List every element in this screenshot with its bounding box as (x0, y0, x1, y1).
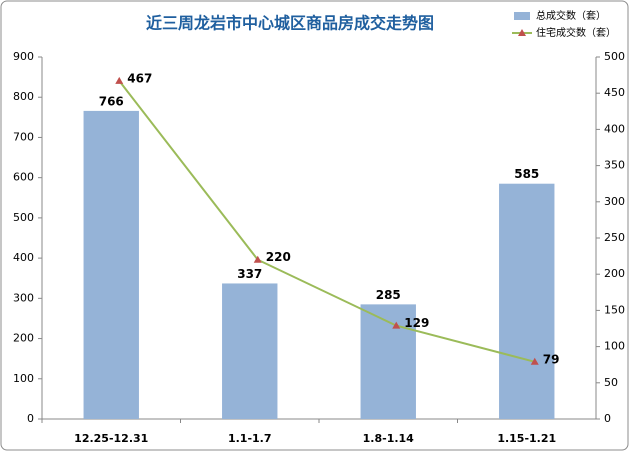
value-label: 585 (514, 167, 539, 181)
y2-tick-label: 100 (604, 340, 625, 353)
legend-label: 总成交数（套） (536, 9, 606, 22)
chart-title: 近三周龙岩市中心城区商品房成交走势图 (146, 14, 434, 33)
y2-tick-label: 250 (604, 231, 625, 244)
y-tick-label: 700 (13, 130, 34, 143)
value-label: 337 (237, 267, 262, 281)
y-tick-label: 400 (13, 251, 34, 264)
value-label: 285 (376, 288, 401, 302)
y2-tick-label: 150 (604, 303, 625, 316)
legend-marker (518, 29, 526, 36)
value-label: 129 (404, 316, 429, 330)
line-marker (115, 76, 124, 84)
value-label: 467 (127, 71, 152, 85)
y2-tick-label: 300 (604, 195, 625, 208)
value-label: 220 (266, 250, 291, 264)
line-marker (253, 255, 262, 263)
y2-tick-label: 400 (604, 122, 625, 135)
line-marker (392, 321, 401, 329)
x-tick-label: 1.8-1.14 (363, 432, 415, 445)
y-tick-label: 500 (13, 211, 34, 224)
line-marker (530, 357, 539, 365)
y2-tick-label: 0 (604, 412, 611, 425)
y2-tick-label: 350 (604, 159, 625, 172)
legend-swatch (514, 12, 530, 20)
value-label: 79 (543, 352, 560, 366)
bar (360, 304, 416, 419)
x-tick-label: 1.15-1.21 (497, 432, 556, 445)
y2-tick-label: 50 (604, 376, 618, 389)
bar (499, 183, 555, 419)
line (118, 80, 536, 363)
legend-label: 住宅成交数（套） (536, 26, 616, 39)
y-tick-label: 800 (13, 90, 34, 103)
y-tick-label: 200 (13, 332, 34, 345)
y-tick-label: 300 (13, 291, 34, 304)
bar (222, 283, 278, 419)
y-tick-label: 600 (13, 171, 34, 184)
y2-tick-label: 450 (604, 86, 625, 99)
x-tick-label: 12.25-12.31 (74, 432, 148, 445)
x-tick-label: 1.1-1.7 (228, 432, 272, 445)
y-tick-label: 100 (13, 372, 34, 385)
y-tick-label: 900 (13, 50, 34, 63)
value-label: 766 (99, 94, 124, 108)
y-tick-label: 0 (27, 412, 34, 425)
y2-tick-label: 200 (604, 267, 625, 280)
bar (83, 110, 139, 420)
y2-tick-label: 500 (604, 50, 625, 63)
